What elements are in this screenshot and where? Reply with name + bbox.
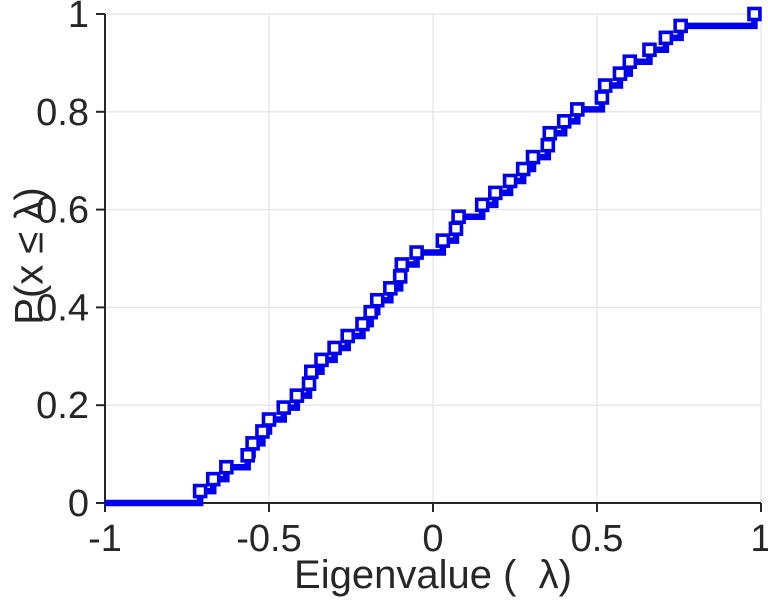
data-point-marker: [304, 364, 319, 380]
data-point-marker: [474, 197, 490, 213]
y-tick-label: 0.4: [36, 287, 89, 329]
data-point-marker: [642, 42, 657, 58]
data-point-marker: [488, 185, 503, 201]
data-point-marker: [205, 471, 221, 487]
data-point-marker: [540, 137, 556, 153]
y-tick-label: 0.6: [36, 190, 89, 232]
data-point-marker: [276, 400, 292, 415]
data-point-marker: [570, 102, 585, 117]
data-point-marker: [556, 114, 572, 129]
data-point-marker: [383, 281, 398, 296]
data-point-marker: [219, 459, 234, 475]
data-point-marker: [597, 78, 613, 93]
y-tick-label: 1: [68, 0, 89, 36]
data-point-marker: [363, 304, 378, 320]
data-point-marker: [301, 376, 317, 392]
x-tick-label: -0.5: [236, 518, 301, 560]
data-point-marker: [255, 424, 270, 439]
data-point-marker: [369, 292, 385, 308]
x-tick-label: 1: [750, 518, 768, 560]
data-point-marker: [525, 149, 541, 165]
y-tick-label: 0.8: [36, 92, 89, 134]
data-point-marker: [594, 90, 610, 105]
data-point-marker: [261, 412, 277, 427]
data-point-marker: [515, 161, 531, 177]
data-point-marker: [502, 173, 518, 189]
data-point-marker: [622, 54, 638, 70]
data-point-marker: [240, 447, 255, 463]
data-point-marker: [392, 269, 408, 284]
data-point-marker: [747, 6, 762, 22]
data-point-marker: [314, 352, 329, 368]
data-point-marker: [355, 316, 370, 332]
data-point-marker: [542, 125, 558, 141]
data-point-marker: [612, 66, 628, 81]
data-point-marker: [409, 245, 424, 260]
y-tick-label: 0: [68, 483, 89, 525]
data-point-marker: [435, 233, 451, 248]
data-point-marker: [245, 436, 260, 451]
x-axis-label: Eigenvalue ( λ): [294, 553, 572, 597]
data-point-marker: [327, 340, 342, 356]
y-tick-label: 0.2: [36, 385, 89, 427]
data-point-marker: [451, 209, 466, 225]
data-point-marker: [448, 221, 464, 236]
data-point-marker: [394, 257, 410, 272]
y-axis-label: P(x ≤ λ): [7, 187, 52, 325]
data-point-marker: [192, 483, 208, 499]
data-point-marker: [289, 388, 305, 403]
data-point-marker: [673, 18, 688, 34]
x-tick-label: 0.5: [571, 518, 624, 560]
x-tick-label: -1: [88, 518, 122, 560]
ecdf-line: [105, 14, 758, 507]
data-point-marker: [340, 328, 356, 344]
x-tick-label: 0: [422, 518, 443, 560]
data-point-marker: [658, 30, 674, 46]
